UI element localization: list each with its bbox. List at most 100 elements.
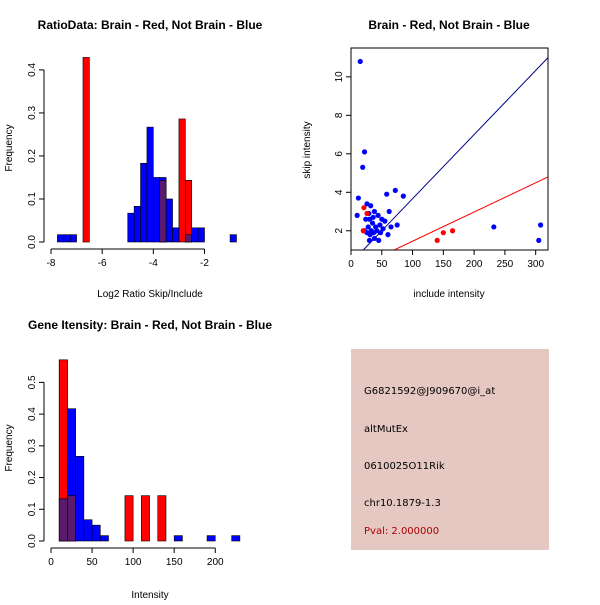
ratio-plot-area: -8 -6 -4 -2 0.0 0.1 0.2 0.3 0.4 bbox=[27, 57, 237, 269]
brain-point bbox=[364, 210, 370, 217]
not-brain-point bbox=[394, 222, 400, 228]
not-brain-point bbox=[380, 226, 386, 232]
brain-bar bbox=[178, 118, 186, 243]
y-tick-label: 0.0 bbox=[27, 534, 38, 548]
not-brain-point bbox=[386, 208, 392, 215]
not-brain-bar bbox=[63, 234, 71, 243]
probe-info-panel: G6821592@J909670@i_at altMutEx 0610025O1… bbox=[351, 349, 549, 550]
not-brain-point bbox=[363, 216, 369, 222]
overlap-bar bbox=[58, 498, 68, 542]
not-brain-bar bbox=[133, 205, 141, 243]
not-brain-point bbox=[382, 218, 388, 224]
scatter-title: Brain - Red, Not Brain - Blue bbox=[368, 18, 530, 32]
y-tick-label: 0.4 bbox=[27, 63, 38, 77]
not-brain-point bbox=[360, 164, 366, 170]
x-tick-label: 0 bbox=[48, 557, 54, 568]
plot-frame bbox=[350, 47, 549, 251]
blue-fit-line bbox=[362, 57, 548, 250]
not-brain-bar bbox=[206, 535, 216, 542]
x-tick-label: 300 bbox=[527, 259, 544, 270]
y-tick-label: 4 bbox=[334, 189, 345, 195]
not-brain-bar bbox=[173, 535, 183, 542]
not-brain-bar bbox=[91, 524, 101, 542]
x-tick-label: 0 bbox=[348, 259, 354, 270]
not-brain-point bbox=[368, 228, 374, 234]
scatter-ylabel: skip intensity bbox=[302, 121, 313, 178]
y-tick-label: 0.5 bbox=[27, 375, 38, 389]
brain-bar bbox=[124, 495, 134, 542]
not-brain-bar bbox=[197, 227, 205, 243]
scatter-plot-area: 0 50 100 150 200 250 300 2 4 6 8 10 bbox=[334, 47, 549, 270]
not-brain-point bbox=[365, 224, 371, 230]
not-brain-point bbox=[357, 58, 363, 65]
y-tick-label: 6 bbox=[334, 151, 345, 157]
pval-text: Pval: 2.000000 bbox=[364, 526, 440, 537]
not-brain-bar bbox=[165, 198, 173, 243]
gene-title: Gene Itensity: Brain - Red, Not Brain - … bbox=[28, 318, 272, 332]
not-brain-point bbox=[388, 224, 394, 230]
y-tick-label: 0.3 bbox=[27, 106, 38, 120]
not-brain-point bbox=[355, 195, 361, 201]
brain-bar bbox=[82, 57, 90, 243]
gene-ylabel: Frequency bbox=[4, 424, 15, 471]
brain-point bbox=[449, 228, 456, 234]
not-brain-bar bbox=[127, 212, 135, 243]
scatter-panel: Brain - Red, Not Brain - Blue include in… bbox=[302, 18, 549, 300]
not-brain-point bbox=[400, 193, 406, 199]
x-tick-label: -2 bbox=[200, 258, 209, 269]
not-brain-bar bbox=[69, 234, 77, 243]
x-tick-label: 50 bbox=[87, 557, 99, 568]
brain-point bbox=[440, 230, 446, 236]
not-brain-point bbox=[377, 230, 384, 236]
location-text: chr10.1879-1.3 bbox=[364, 498, 441, 509]
y-tick-label: 2 bbox=[334, 228, 345, 234]
x-tick-label: 100 bbox=[125, 557, 142, 568]
not-brain-bar bbox=[146, 126, 154, 243]
not-brain-bar bbox=[99, 535, 109, 542]
overlap-bar bbox=[159, 180, 167, 243]
x-tick-label: -4 bbox=[149, 258, 158, 269]
ratio-title: RatioData: Brain - Red, Not Brain - Blue bbox=[38, 18, 263, 32]
scatter-marks bbox=[354, 57, 548, 250]
x-tick-label: 200 bbox=[207, 557, 224, 568]
not-brain-point bbox=[369, 220, 376, 226]
x-tick-label: 200 bbox=[466, 259, 483, 270]
not-brain-bar bbox=[229, 234, 237, 243]
gene-name-text: 0610025O11Rik bbox=[364, 461, 445, 472]
scatter-xlabel: include intensity bbox=[413, 289, 484, 300]
not-brain-bar bbox=[57, 234, 65, 243]
brain-bar bbox=[141, 495, 150, 542]
not-brain-bar bbox=[83, 519, 93, 542]
not-brain-point bbox=[361, 149, 368, 155]
not-brain-point bbox=[368, 203, 374, 209]
y-tick-label: 8 bbox=[334, 112, 345, 118]
not-brain-point bbox=[491, 224, 497, 230]
not-brain-point bbox=[375, 212, 381, 218]
not-brain-point bbox=[366, 237, 373, 243]
x-tick-label: 50 bbox=[376, 259, 388, 270]
x-tick-label: 250 bbox=[497, 259, 514, 270]
brain-point bbox=[360, 228, 366, 234]
gene-histogram-panel: Gene Itensity: Brain - Red, Not Brain - … bbox=[4, 318, 272, 601]
brain-bar bbox=[185, 180, 193, 235]
not-brain-bar bbox=[75, 455, 85, 542]
ratio-histogram-panel: RatioData: Brain - Red, Not Brain - Blue… bbox=[4, 18, 263, 300]
probe-id-text: G6821592@J909670@i_at bbox=[364, 386, 496, 397]
x-tick-label: -6 bbox=[98, 258, 107, 269]
not-brain-point bbox=[371, 208, 377, 215]
overlap-bar bbox=[185, 234, 193, 243]
not-brain-point bbox=[371, 235, 377, 242]
not-brain-point bbox=[376, 237, 382, 243]
ratio-xlabel: Log2 Ratio Skip/Include bbox=[97, 289, 203, 300]
gene-plot-area: 0 50 100 150 200 0.0 0.1 0.2 0.3 0.4 0.5 bbox=[27, 359, 241, 568]
brain-bar bbox=[157, 495, 167, 542]
y-tick-label: 0.3 bbox=[27, 438, 38, 452]
not-brain-point bbox=[392, 187, 398, 193]
ratio-ylabel: Frequency bbox=[4, 124, 15, 171]
brain-point bbox=[361, 205, 367, 211]
y-tick-label: 10 bbox=[334, 71, 345, 83]
y-tick-label: 0.1 bbox=[27, 192, 38, 206]
y-tick-label: 0.2 bbox=[27, 470, 38, 484]
not-brain-point bbox=[384, 191, 390, 197]
